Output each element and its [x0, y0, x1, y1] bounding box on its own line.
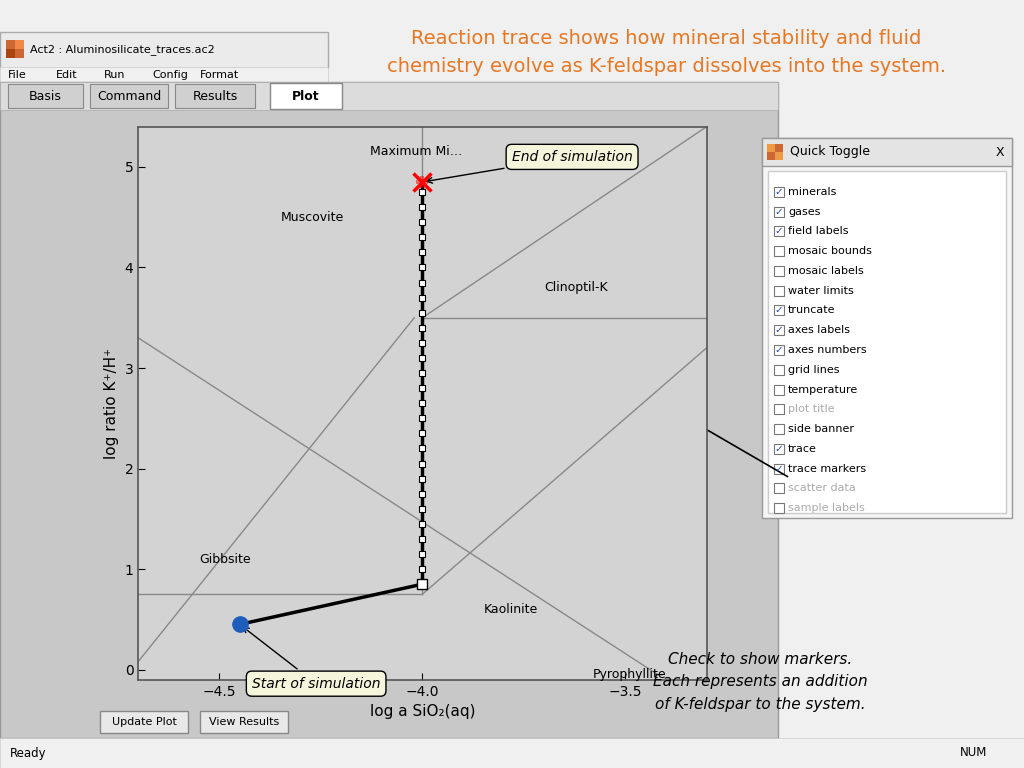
FancyBboxPatch shape: [767, 152, 775, 160]
FancyBboxPatch shape: [0, 82, 778, 110]
FancyBboxPatch shape: [15, 40, 24, 49]
Text: scatter data: scatter data: [788, 483, 856, 493]
FancyBboxPatch shape: [774, 424, 784, 434]
Text: Kaolinite: Kaolinite: [483, 603, 538, 616]
Text: ✓: ✓: [774, 306, 783, 316]
Text: End of simulation: End of simulation: [427, 150, 633, 183]
FancyBboxPatch shape: [774, 365, 784, 375]
Text: grid lines: grid lines: [788, 365, 840, 375]
FancyBboxPatch shape: [0, 67, 328, 83]
Text: sample labels: sample labels: [788, 503, 864, 513]
FancyArrowPatch shape: [639, 390, 787, 477]
Text: side banner: side banner: [788, 424, 854, 434]
Text: Check to show markers.
Each represents an addition
of K-feldspar to the system.: Check to show markers. Each represents a…: [653, 652, 867, 712]
FancyBboxPatch shape: [762, 138, 1012, 518]
X-axis label: log a SiO₂(aq): log a SiO₂(aq): [370, 704, 475, 719]
Text: Clinoptil-K: Clinoptil-K: [544, 281, 608, 294]
FancyBboxPatch shape: [0, 82, 778, 738]
FancyBboxPatch shape: [8, 84, 83, 108]
FancyBboxPatch shape: [774, 483, 784, 493]
Text: axes labels: axes labels: [788, 325, 850, 336]
FancyBboxPatch shape: [774, 345, 784, 355]
FancyBboxPatch shape: [0, 32, 328, 68]
Text: plot title: plot title: [788, 404, 835, 414]
FancyBboxPatch shape: [6, 49, 15, 58]
Text: Gibbsite: Gibbsite: [199, 552, 251, 565]
Text: ✓: ✓: [774, 464, 783, 474]
Text: mosaic labels: mosaic labels: [788, 266, 864, 276]
Text: Update Plot: Update Plot: [112, 717, 176, 727]
Text: Ready: Ready: [10, 746, 47, 760]
FancyBboxPatch shape: [774, 404, 784, 414]
FancyBboxPatch shape: [6, 40, 24, 58]
FancyBboxPatch shape: [774, 227, 784, 237]
FancyBboxPatch shape: [768, 171, 1006, 513]
Text: X: X: [995, 145, 1005, 158]
Text: ✓: ✓: [774, 325, 783, 336]
Text: mosaic bounds: mosaic bounds: [788, 247, 871, 257]
Text: temperature: temperature: [788, 385, 858, 395]
Text: Muscovite: Muscovite: [281, 210, 344, 223]
Y-axis label: log ratio K⁺/H⁺: log ratio K⁺/H⁺: [104, 348, 119, 458]
FancyBboxPatch shape: [775, 152, 783, 160]
Text: View Results: View Results: [209, 717, 280, 727]
Text: ✓: ✓: [774, 444, 783, 454]
Text: trace markers: trace markers: [788, 464, 866, 474]
FancyBboxPatch shape: [767, 144, 775, 152]
Text: truncate: truncate: [788, 306, 836, 316]
Text: minerals: minerals: [788, 187, 837, 197]
FancyBboxPatch shape: [774, 503, 784, 513]
Text: ✓: ✓: [774, 187, 783, 197]
FancyBboxPatch shape: [200, 711, 288, 733]
FancyBboxPatch shape: [175, 84, 255, 108]
FancyBboxPatch shape: [774, 266, 784, 276]
Text: water limits: water limits: [788, 286, 854, 296]
Text: ✓: ✓: [774, 207, 783, 217]
Text: ✓: ✓: [774, 227, 783, 237]
Text: gases: gases: [788, 207, 820, 217]
Text: Start of simulation: Start of simulation: [243, 627, 380, 690]
Text: Plot: Plot: [292, 90, 319, 102]
FancyBboxPatch shape: [0, 738, 1024, 768]
Text: trace: trace: [788, 444, 817, 454]
FancyBboxPatch shape: [270, 83, 342, 109]
FancyBboxPatch shape: [774, 464, 784, 474]
Text: Results: Results: [193, 90, 238, 102]
Text: ✓: ✓: [774, 345, 783, 355]
FancyBboxPatch shape: [774, 444, 784, 454]
Text: Command: Command: [97, 90, 161, 102]
Text: Config: Config: [152, 70, 187, 80]
FancyBboxPatch shape: [774, 286, 784, 296]
FancyBboxPatch shape: [774, 325, 784, 336]
FancyBboxPatch shape: [774, 306, 784, 316]
FancyBboxPatch shape: [775, 144, 783, 152]
Text: field labels: field labels: [788, 227, 849, 237]
Text: File: File: [8, 70, 27, 80]
Text: Format: Format: [200, 70, 240, 80]
Text: Basis: Basis: [29, 90, 61, 102]
FancyBboxPatch shape: [90, 84, 168, 108]
FancyBboxPatch shape: [774, 247, 784, 257]
FancyBboxPatch shape: [774, 385, 784, 395]
Text: Maximum Mi…: Maximum Mi…: [370, 145, 462, 158]
Text: Pyrophyllite: Pyrophyllite: [593, 668, 667, 681]
Text: Run: Run: [104, 70, 126, 80]
Text: Quick Toggle: Quick Toggle: [790, 145, 870, 158]
Text: axes numbers: axes numbers: [788, 345, 866, 355]
FancyBboxPatch shape: [774, 187, 784, 197]
Text: Act2 : Aluminosilicate_traces.ac2: Act2 : Aluminosilicate_traces.ac2: [30, 45, 215, 55]
FancyBboxPatch shape: [100, 711, 188, 733]
FancyBboxPatch shape: [762, 138, 1012, 166]
Text: Reaction trace shows how mineral stability and fluid
chemistry evolve as K-felds: Reaction trace shows how mineral stabili…: [387, 29, 946, 76]
Text: NUM: NUM: [961, 746, 987, 760]
Text: Edit: Edit: [56, 70, 78, 80]
FancyBboxPatch shape: [774, 207, 784, 217]
